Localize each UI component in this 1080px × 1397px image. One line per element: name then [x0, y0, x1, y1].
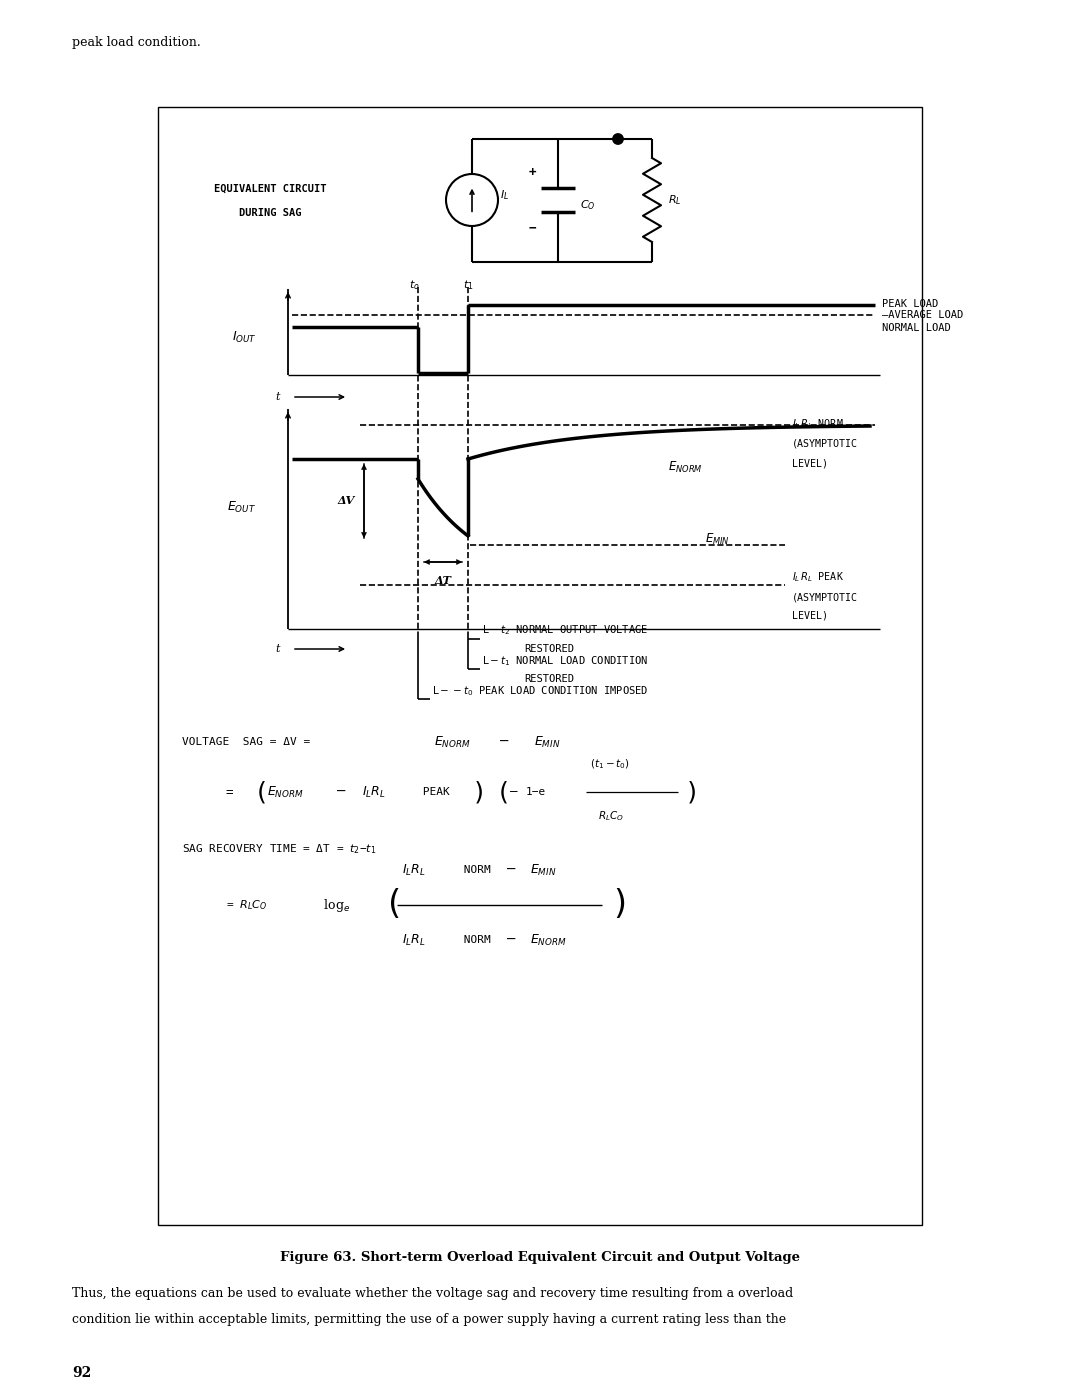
- Circle shape: [612, 134, 623, 144]
- Text: $I_L R_L$: $I_L R_L$: [402, 862, 426, 877]
- Text: $E_{NORM}$: $E_{NORM}$: [434, 735, 471, 750]
- Text: NORMAL LOAD: NORMAL LOAD: [882, 323, 950, 332]
- Text: peak load condition.: peak load condition.: [72, 35, 201, 49]
- Text: (: (: [254, 780, 269, 805]
- Text: =: =: [226, 785, 241, 799]
- Text: ΔT: ΔT: [434, 574, 451, 585]
- Text: $\mathsf{L}--t_0$ PEAK LOAD CONDITION IMPOSED: $\mathsf{L}--t_0$ PEAK LOAD CONDITION IM…: [432, 685, 648, 698]
- Text: $E_{NORM}$: $E_{NORM}$: [669, 460, 703, 475]
- Text: ΔV: ΔV: [337, 496, 354, 507]
- Text: t: t: [275, 393, 280, 402]
- Text: $E_{NORM}$: $E_{NORM}$: [267, 785, 303, 799]
- Text: $I_{OUT}$: $I_{OUT}$: [231, 330, 256, 345]
- Text: LEVEL): LEVEL): [792, 610, 828, 620]
- Text: ): ): [610, 888, 630, 922]
- Text: $R_L C_O$: $R_L C_O$: [598, 809, 624, 823]
- Text: NORM: NORM: [457, 935, 490, 944]
- Text: PEAK: PEAK: [416, 787, 449, 798]
- Text: $E_{NORM}$: $E_{NORM}$: [530, 932, 567, 947]
- Text: $I_L R_L$: $I_L R_L$: [402, 932, 426, 947]
- Text: (: (: [496, 780, 511, 805]
- Text: $I_L R_L$: $I_L R_L$: [362, 785, 386, 799]
- Text: RESTORED: RESTORED: [524, 644, 573, 654]
- Bar: [158, 108, 922, 1225]
- Text: ): ): [685, 780, 700, 805]
- Text: (: (: [384, 888, 404, 922]
- Text: Figure 63. Short-term Overload Equivalent Circuit and Output Voltage: Figure 63. Short-term Overload Equivalen…: [280, 1250, 800, 1263]
- Text: $E_{OUT}$: $E_{OUT}$: [228, 500, 257, 514]
- Text: $I_L\,R_L$ PEAK: $I_L\,R_L$ PEAK: [792, 570, 843, 584]
- Text: condition lie within acceptable limits, permitting the use of a power supply hav: condition lie within acceptable limits, …: [72, 1313, 786, 1326]
- Text: ): ): [472, 780, 487, 805]
- Text: log$_e$: log$_e$: [320, 897, 351, 914]
- Text: –: –: [510, 785, 517, 799]
- Text: Thus, the equations can be used to evaluate whether the voltage sag and recovery: Thus, the equations can be used to evalu…: [72, 1287, 793, 1299]
- Text: EQUIVALENT CIRCUIT: EQUIVALENT CIRCUIT: [214, 184, 326, 194]
- Text: $t_1$: $t_1$: [462, 278, 473, 292]
- Text: $I_L$: $I_L$: [500, 189, 509, 203]
- Text: –: –: [337, 785, 346, 799]
- Text: NORM: NORM: [457, 865, 490, 875]
- Text: = $R_L C_O$: = $R_L C_O$: [226, 898, 268, 912]
- Text: –: –: [500, 735, 509, 749]
- Text: $\mathsf{L}-t_1$ NORMAL LOAD CONDITION: $\mathsf{L}-t_1$ NORMAL LOAD CONDITION: [482, 654, 648, 668]
- Text: +: +: [528, 165, 536, 179]
- Text: $(t_1-t_0)$: $(t_1-t_0)$: [590, 757, 630, 771]
- Text: $E_{MIN}$: $E_{MIN}$: [534, 735, 561, 750]
- Text: $C_O$: $C_O$: [580, 198, 595, 212]
- Text: $\mathsf{L}-t_2$ NORMAL OUTPUT VOLTAGE: $\mathsf{L}-t_2$ NORMAL OUTPUT VOLTAGE: [482, 623, 648, 637]
- Text: −: −: [528, 222, 536, 235]
- Text: $E_{MIN}$: $E_{MIN}$: [705, 531, 730, 546]
- Text: $R_L$: $R_L$: [669, 193, 681, 207]
- Text: –AVERAGE LOAD: –AVERAGE LOAD: [882, 310, 963, 320]
- Text: –: –: [507, 863, 515, 877]
- Circle shape: [446, 175, 498, 226]
- Text: –: –: [507, 933, 515, 947]
- Text: $I_L\,R_L$ NORM: $I_L\,R_L$ NORM: [792, 418, 843, 430]
- Text: $t_o$: $t_o$: [408, 278, 419, 292]
- Text: (ASYMPTOTIC: (ASYMPTOTIC: [792, 439, 858, 448]
- Text: 92: 92: [72, 1366, 91, 1380]
- Text: SAG RECOVERY TIME = ΔT = $t_2$−$t_1$: SAG RECOVERY TIME = ΔT = $t_2$−$t_1$: [183, 842, 376, 856]
- Text: LEVEL): LEVEL): [792, 458, 828, 468]
- Text: RESTORED: RESTORED: [524, 673, 573, 685]
- Text: 1−e: 1−e: [526, 787, 546, 798]
- Text: VOLTAGE  SAG = ΔV =: VOLTAGE SAG = ΔV =: [183, 738, 318, 747]
- Text: t: t: [275, 644, 280, 654]
- Text: PEAK LOAD: PEAK LOAD: [882, 299, 939, 309]
- Text: DURING SAG: DURING SAG: [239, 208, 301, 218]
- Text: (ASYMPTOTIC: (ASYMPTOTIC: [792, 592, 858, 602]
- Text: $E_{MIN}$: $E_{MIN}$: [530, 862, 556, 877]
